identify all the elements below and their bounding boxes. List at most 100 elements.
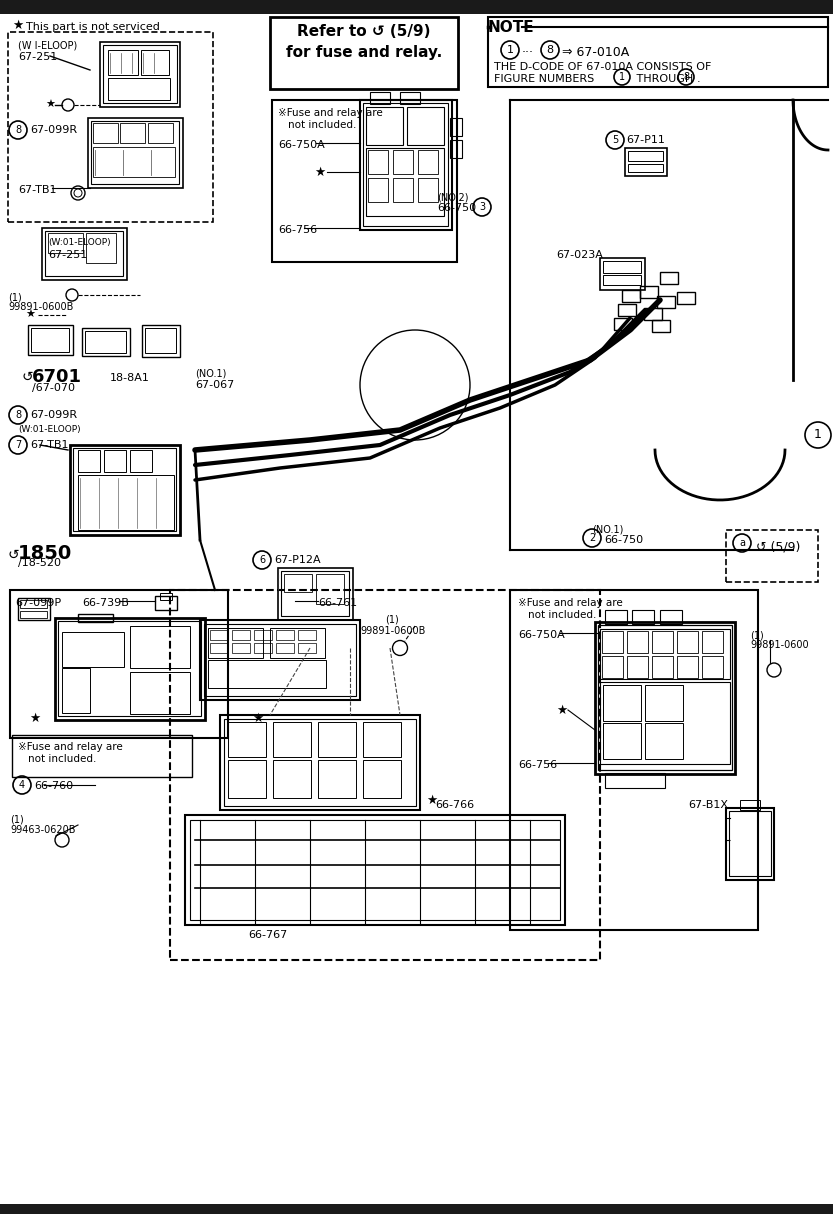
Text: 67-023A: 67-023A xyxy=(556,250,603,260)
Bar xyxy=(363,722,401,758)
Bar xyxy=(48,233,83,253)
Text: 67-P12A: 67-P12A xyxy=(274,555,321,565)
Bar xyxy=(618,304,636,316)
Bar xyxy=(148,123,173,143)
Bar xyxy=(400,92,420,104)
Bar xyxy=(393,151,413,174)
Text: 66-761: 66-761 xyxy=(318,599,357,608)
Text: 99891-0600B: 99891-0600B xyxy=(360,626,426,636)
Text: not included.: not included. xyxy=(28,754,97,764)
Text: ↺ (5/9): ↺ (5/9) xyxy=(756,540,801,554)
Text: 67-099R: 67-099R xyxy=(30,410,77,420)
Bar xyxy=(31,328,69,352)
Bar xyxy=(210,643,228,653)
Text: ★: ★ xyxy=(45,100,55,110)
Text: THE D-CODE OF 67-010A CONSISTS OF: THE D-CODE OF 67-010A CONSISTS OF xyxy=(494,62,711,72)
Bar xyxy=(108,78,170,100)
Text: 6701: 6701 xyxy=(32,368,82,386)
Bar xyxy=(232,643,250,653)
Bar xyxy=(660,272,678,284)
Bar xyxy=(677,656,698,677)
Text: (1): (1) xyxy=(750,630,764,640)
Text: a: a xyxy=(739,538,745,548)
Bar xyxy=(70,446,180,535)
Bar xyxy=(645,685,683,721)
Text: (1): (1) xyxy=(385,615,399,625)
Bar xyxy=(418,151,438,174)
Bar xyxy=(85,331,126,353)
Bar xyxy=(18,599,50,620)
Bar xyxy=(603,261,641,273)
Bar xyxy=(602,631,623,653)
Bar xyxy=(78,614,113,622)
Text: (NO.2): (NO.2) xyxy=(437,192,468,202)
Bar xyxy=(62,632,124,666)
Text: ···: ··· xyxy=(522,46,534,59)
Bar xyxy=(104,450,126,472)
Bar xyxy=(450,140,462,158)
Bar xyxy=(93,123,118,143)
Bar xyxy=(600,629,730,679)
Bar xyxy=(510,590,758,930)
Text: 67-251: 67-251 xyxy=(18,52,57,62)
Text: 99891-0600: 99891-0600 xyxy=(750,640,809,649)
Bar xyxy=(142,325,180,357)
Bar xyxy=(273,760,311,798)
Bar xyxy=(726,531,818,582)
Bar xyxy=(488,17,828,87)
Bar xyxy=(91,121,179,185)
Text: 6: 6 xyxy=(259,555,265,565)
Bar xyxy=(220,715,420,810)
Bar xyxy=(677,631,698,653)
Bar xyxy=(100,42,180,107)
Text: 8: 8 xyxy=(15,125,21,135)
Text: (NO.1): (NO.1) xyxy=(195,368,227,378)
Bar xyxy=(130,626,190,668)
Text: 8: 8 xyxy=(546,45,554,55)
Text: 67-251: 67-251 xyxy=(48,250,87,260)
Bar xyxy=(284,574,312,592)
Text: 67-B1X: 67-B1X xyxy=(688,800,728,810)
Bar xyxy=(644,308,662,320)
Text: 66-756: 66-756 xyxy=(278,225,317,236)
Bar xyxy=(603,724,641,759)
Text: 18-8A1: 18-8A1 xyxy=(110,373,150,382)
Text: (NO.1): (NO.1) xyxy=(592,524,623,535)
Bar xyxy=(368,151,388,174)
Text: for fuse and relay.: for fuse and relay. xyxy=(286,45,442,59)
Text: 66-750A: 66-750A xyxy=(518,630,565,640)
Text: /18-520: /18-520 xyxy=(18,558,61,568)
Bar xyxy=(270,17,458,89)
Bar xyxy=(276,643,294,653)
Bar xyxy=(93,147,175,177)
Bar xyxy=(20,600,47,608)
Bar xyxy=(316,574,344,605)
Bar xyxy=(418,178,438,202)
Bar xyxy=(729,811,771,877)
Bar xyxy=(62,668,90,713)
Bar xyxy=(273,722,311,758)
Bar xyxy=(614,318,632,330)
Bar xyxy=(360,100,452,229)
Text: (W:01-ELOOP): (W:01-ELOOP) xyxy=(48,238,111,246)
Bar xyxy=(363,103,448,226)
Bar xyxy=(170,590,600,960)
Bar xyxy=(595,622,735,775)
Bar xyxy=(652,320,670,331)
Text: ↺: ↺ xyxy=(22,370,33,384)
Text: 1: 1 xyxy=(619,72,625,83)
Bar xyxy=(627,656,648,677)
Bar xyxy=(640,287,658,297)
Text: ⇒ 67-010A: ⇒ 67-010A xyxy=(562,46,629,59)
Bar xyxy=(598,625,732,770)
Bar xyxy=(204,624,356,696)
Bar xyxy=(45,231,123,276)
Bar xyxy=(393,178,413,202)
Bar xyxy=(605,773,665,788)
Bar xyxy=(73,448,176,531)
Bar xyxy=(108,50,138,75)
Text: 66-766: 66-766 xyxy=(435,800,474,810)
Text: 66-767: 66-767 xyxy=(248,930,287,940)
Text: 1: 1 xyxy=(814,429,822,442)
Bar xyxy=(20,611,47,618)
